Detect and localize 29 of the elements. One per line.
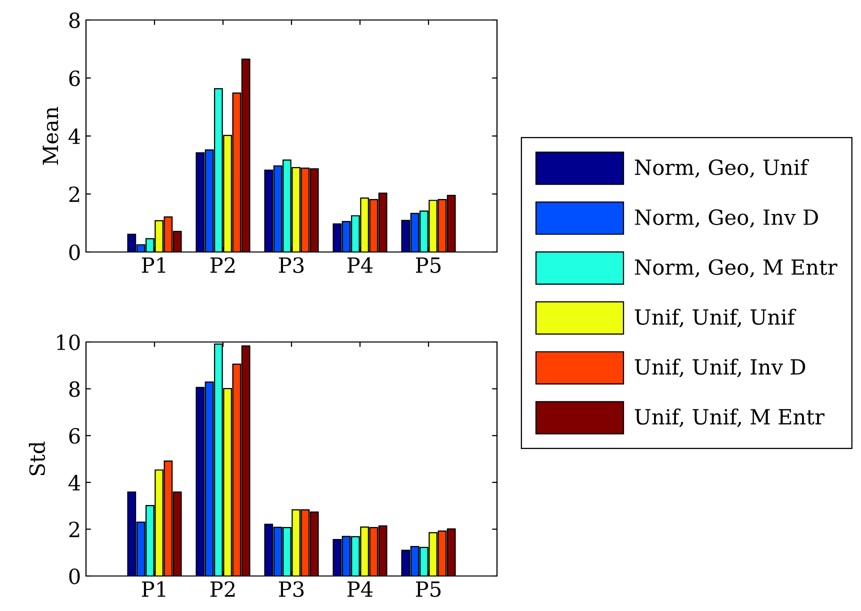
legend-label: Norm, Geo, M Entr (634, 259, 838, 278)
y-tick-label: 8 (69, 12, 80, 28)
y-tick-label: 0 (69, 244, 80, 260)
y-tick-label: 0 (69, 568, 80, 584)
x-tick-label: P2 (210, 257, 235, 273)
x-tick-label: P5 (416, 258, 441, 273)
y-tick-label: 4 (68, 474, 80, 490)
legend-label: Unif, Unif, Inv D (634, 358, 806, 378)
x-tick-label: P4 (348, 257, 373, 273)
y-tick-label: 6 (69, 70, 80, 86)
legend-label: Unif, Unif, M Entr (634, 408, 825, 428)
legend-label: Unif, Unif, Unif (634, 308, 796, 328)
x-tick-label: P1 (142, 257, 166, 273)
y-tick-label: 10 (57, 334, 80, 350)
x-tick-label: P5 (416, 582, 441, 597)
y-tick-label: 2 (69, 522, 80, 538)
x-tick-label: P3 (279, 257, 304, 273)
y-tick-label: 4 (68, 128, 80, 144)
y-tick-label: 2 (69, 186, 80, 202)
y-axis-title: Std (28, 442, 46, 476)
y-tick-label: 6 (69, 428, 80, 444)
x-tick-label: P4 (348, 581, 373, 597)
legend-label: Norm, Geo, Unif (634, 159, 810, 178)
y-tick-label: 8 (69, 381, 80, 398)
x-tick-label: P3 (279, 581, 304, 597)
x-tick-label: P1 (142, 581, 166, 597)
legend-label: Norm, Geo, Inv D (634, 209, 818, 228)
x-tick-label: P2 (210, 581, 235, 597)
y-axis-title: Mean (42, 106, 58, 165)
